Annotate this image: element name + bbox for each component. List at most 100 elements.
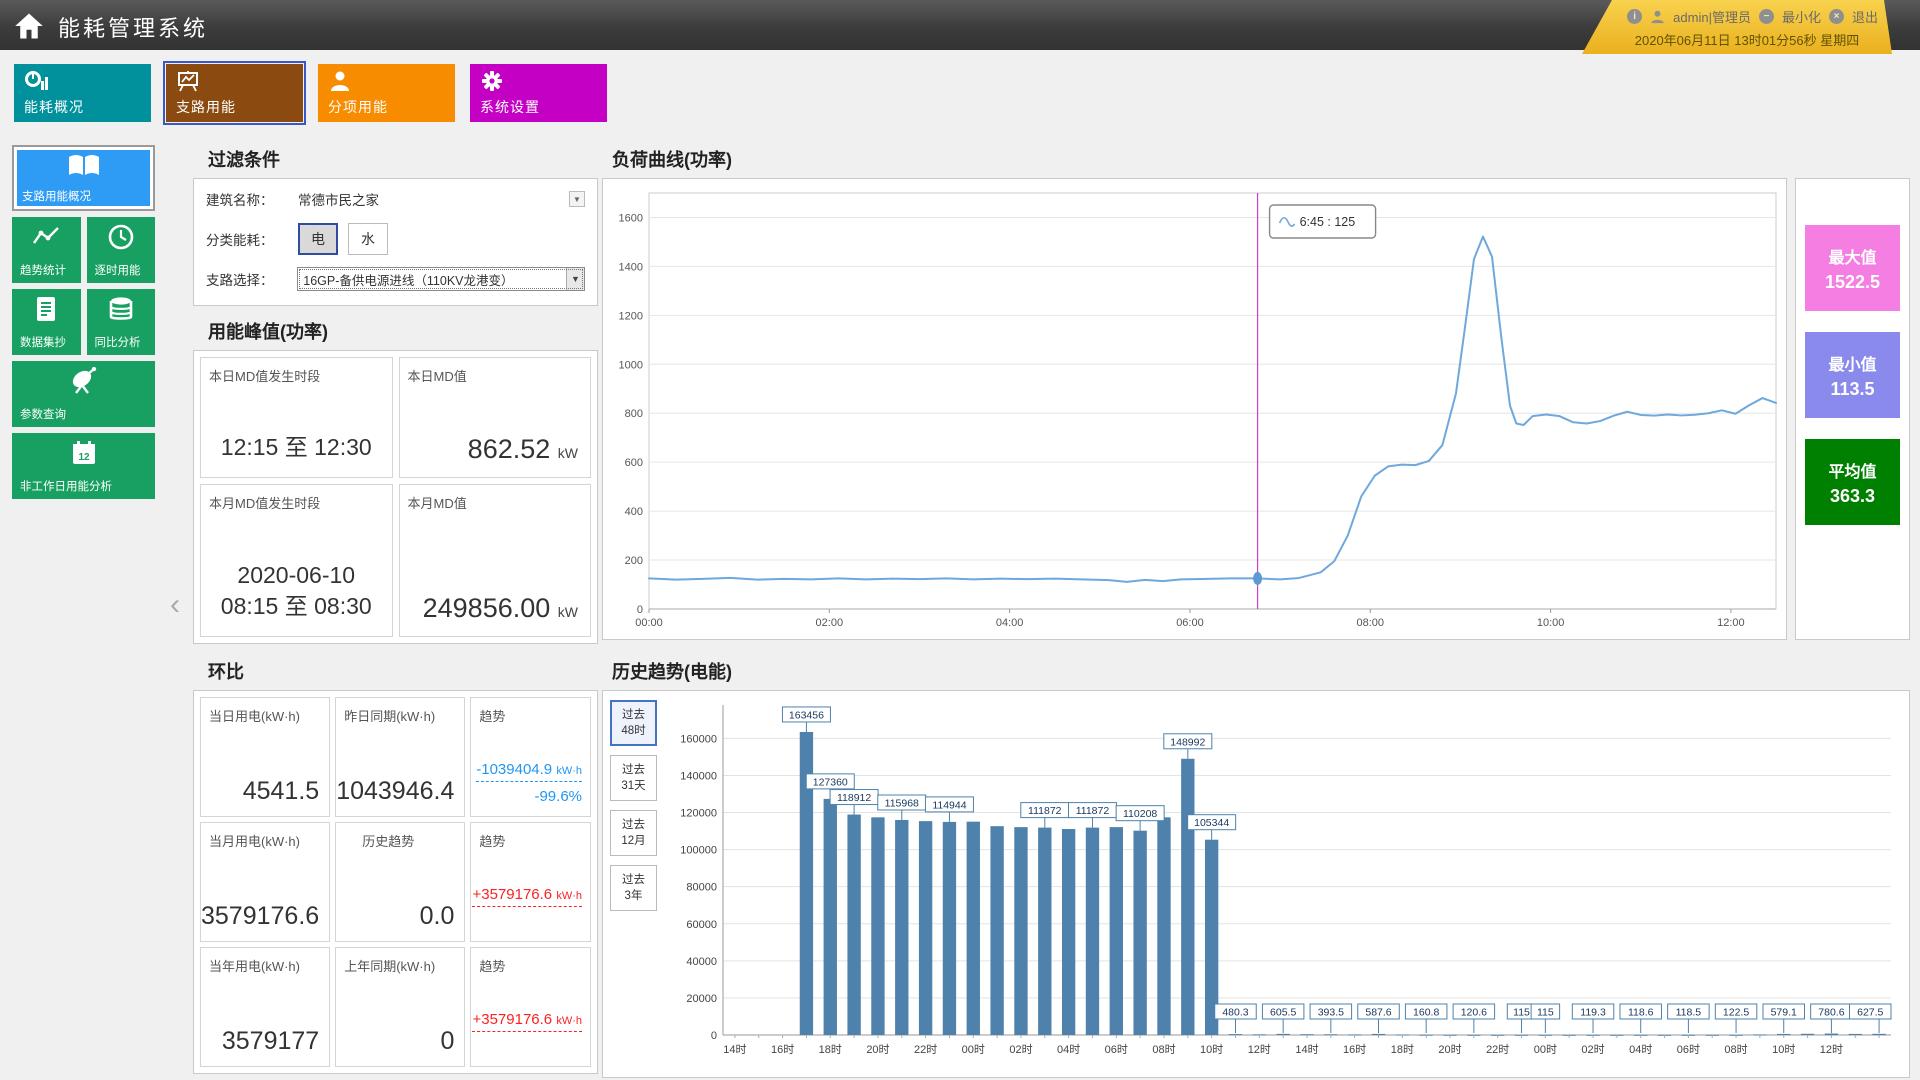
sidebar-item-parameter-query[interactable]: 参数查询 [12,361,155,427]
ring-card-trend-day: 趋势 -1039404.9 kW·h -99.6% [470,697,591,817]
svg-text:400: 400 [625,506,643,518]
svg-text:02时: 02时 [1581,1043,1604,1056]
logout-button[interactable]: 退出 [1852,7,1878,26]
peak-panel: 本日MD值发生时段 12:15 至 12:30 本日MD值 862.52 kW … [193,350,598,644]
svg-text:0: 0 [711,1030,717,1042]
svg-text:579.1: 579.1 [1771,1007,1797,1019]
trend-percent: -99.6% [471,782,582,808]
svg-text:115: 115 [1513,1007,1530,1019]
minimize-icon[interactable]: − [1759,9,1774,24]
svg-text:20时: 20时 [1438,1043,1461,1056]
user-badge: i admin|管理员 − 最小化 × 退出 2020年06月11日 13时01… [1582,0,1892,54]
nav-tab-item-energy[interactable]: 分项用能 [318,64,455,122]
unit-label: kW·h [556,1015,582,1027]
sidebar-item-data-collection[interactable]: 数据集抄 [12,289,81,355]
unit-label: kW [558,445,578,461]
svg-text:22时: 22时 [1486,1043,1509,1056]
load-curve-chart[interactable]: 0200400600800100012001400160000:0002:000… [603,179,1786,639]
database-icon [107,295,135,328]
trend-line-icon [31,223,61,254]
nav-tab-system-settings[interactable]: 系统设置 [470,64,607,122]
sidebar-item-nonworkday-analysis[interactable]: 12 非工作日用能分析 [12,433,155,499]
svg-text:40000: 40000 [686,956,717,968]
svg-text:605.5: 605.5 [1270,1007,1296,1019]
filter-section-title: 过滤条件 [208,146,280,172]
nav-tab-energy-overview[interactable]: 能耗概况 [14,64,151,122]
branch-select-value: 16GP-备供电源进线（110KV龙港变） [303,270,513,289]
min-value-badge: 最小值 113.5 [1805,332,1900,418]
info-icon[interactable]: i [1627,9,1642,24]
svg-text:114944: 114944 [932,799,966,811]
peak-section-title: 用能峰值(功率) [208,318,328,344]
svg-text:02:00: 02:00 [816,617,844,629]
sidebar-collapse-chevron[interactable]: ‹ [170,588,180,622]
branch-select[interactable]: 16GP-备供电源进线（110KV龙港变） ▼ [297,267,585,291]
document-icon [34,295,58,328]
svg-text:627.5: 627.5 [1857,1007,1883,1019]
peak-card-today-md-period: 本日MD值发生时段 12:15 至 12:30 [200,357,393,478]
svg-text:600: 600 [625,457,643,469]
minimize-button[interactable]: 最小化 [1782,7,1821,26]
svg-text:111872: 111872 [1076,805,1110,817]
svg-text:18时: 18时 [1391,1043,1414,1056]
svg-text:00时: 00时 [1534,1043,1557,1056]
peak-card-month-md-period: 本月MD值发生时段 2020-06-1008:15 至 08:30 [200,484,393,637]
history-range-tabs: 过去 48时 过去 31天 过去 12月 过去 3年 [610,700,657,911]
svg-text:06时: 06时 [1677,1043,1700,1056]
sidebar-item-yoy-analysis[interactable]: 同比分析 [87,289,156,355]
svg-text:08:00: 08:00 [1357,617,1385,629]
svg-text:16时: 16时 [1343,1043,1366,1056]
open-book-icon [67,153,101,184]
svg-text:140000: 140000 [680,770,717,782]
ring-panel: 当日用电(kW·h) 4541.5 昨日同期(kW·h) 1043946.4 趋… [193,690,598,1074]
pie-chart-icon [24,69,48,98]
datetime-display: 2020年06月11日 13时01分56秒 星期四 [1616,30,1878,49]
svg-text:122.5: 122.5 [1723,1007,1749,1019]
svg-text:04时: 04时 [1057,1043,1080,1056]
svg-text:12时: 12时 [1820,1043,1843,1056]
sidebar-item-trend-stats[interactable]: 趋势统计 [12,217,81,283]
svg-text:20时: 20时 [866,1043,889,1056]
tab-past-31d[interactable]: 过去 31天 [610,755,657,801]
home-icon[interactable] [10,7,48,45]
building-dropdown-arrow-icon[interactable]: ▼ [569,191,585,207]
energy-option-electricity[interactable]: 电 [298,223,338,255]
svg-text:160.8: 160.8 [1413,1007,1439,1019]
tab-past-3y[interactable]: 过去 3年 [610,865,657,911]
sidebar-item-hourly-energy[interactable]: 逐时用能 [87,217,156,283]
svg-text:800: 800 [625,408,643,420]
svg-text:00:00: 00:00 [635,617,663,629]
nav-tab-label: 支路用能 [176,97,236,117]
svg-text:16时: 16时 [771,1043,794,1056]
peak-value: 249856.00 kW [400,593,591,636]
sidebar-item-label: 同比分析 [95,334,141,350]
svg-text:118.5: 118.5 [1676,1007,1702,1019]
svg-text:110208: 110208 [1123,808,1157,820]
energy-option-water[interactable]: 水 [348,223,388,255]
user-icon [1650,9,1665,24]
user-name[interactable]: admin|管理员 [1673,7,1751,26]
history-trend-chart[interactable]: 0200004000060000800001000001200001400001… [667,695,1907,1073]
svg-text:480.3: 480.3 [1222,1007,1248,1019]
building-label: 建筑名称： [206,189,298,209]
nav-tab-branch-energy[interactable]: 支路用能 [166,64,303,122]
svg-text:120.6: 120.6 [1461,1007,1487,1019]
svg-text:105344: 105344 [1194,817,1229,829]
chart-tooltip: 6:45 : 125 [1270,205,1376,238]
sidebar-item-label: 非工作日用能分析 [20,478,112,494]
load-curve-panel: 0200400600800100012001400160000:0002:000… [602,178,1787,640]
tab-past-48h[interactable]: 过去 48时 [610,700,657,746]
svg-text:04时: 04时 [1629,1043,1652,1056]
tab-past-12m[interactable]: 过去 12月 [610,810,657,856]
svg-text:22时: 22时 [914,1043,937,1056]
svg-text:10时: 10时 [1200,1043,1223,1056]
sidebar-item-label: 逐时用能 [95,262,141,278]
unit-label: kW·h [556,765,582,777]
close-icon[interactable]: × [1829,9,1844,24]
svg-text:163456: 163456 [789,709,824,721]
svg-text:02时: 02时 [1009,1043,1032,1056]
sidebar-item-branch-overview[interactable]: 支路用能概况 [12,145,155,211]
ring-section-title: 环比 [208,658,244,684]
svg-text:100000: 100000 [680,845,717,857]
energy-type-row: 分类能耗： 电 水 [194,219,597,259]
